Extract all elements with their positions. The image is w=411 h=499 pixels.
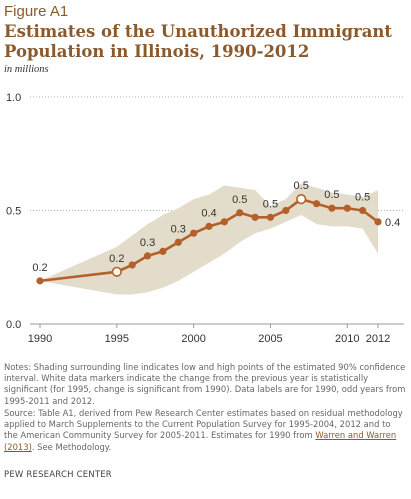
source-link[interactable]: Warren and Warren (2013) xyxy=(4,430,397,452)
data-label: 0.2 xyxy=(32,262,47,274)
data-label: 0.2 xyxy=(109,253,124,265)
chart-notes: Notes: Shading surrounding line indicate… xyxy=(4,362,406,406)
data-point xyxy=(190,229,198,237)
data-label: 0.5 xyxy=(232,194,247,206)
chart-title: Estimates of the Unauthorized Immigrant … xyxy=(4,22,393,61)
data-label: 0.5 xyxy=(324,189,339,201)
data-point xyxy=(143,252,152,260)
data-label: 0.5 xyxy=(294,180,309,192)
x-tick-label: 2000 xyxy=(181,333,205,345)
data-point xyxy=(312,200,321,208)
axis-layer: 0.0 0.5 1.0 1990 1995 2000 2005 2010 2012 xyxy=(6,92,404,345)
data-label: 0.4 xyxy=(201,207,216,219)
y-tick-label: 1.0 xyxy=(6,92,21,104)
source-text: Source: Table A1, derived from Pew Resea… xyxy=(4,408,403,441)
data-point-significant xyxy=(296,194,307,205)
source-text-end: . See Methodology. xyxy=(31,441,112,452)
data-label: 0.3 xyxy=(140,237,155,249)
data-point xyxy=(128,261,136,269)
data-point-layer xyxy=(36,194,382,285)
figure-label: Figure A1 xyxy=(4,3,69,20)
confidence-band-layer xyxy=(40,183,378,295)
data-label: 0.3 xyxy=(171,223,186,235)
data-point xyxy=(328,204,336,212)
data-point xyxy=(266,213,275,221)
data-label: 0.4 xyxy=(385,217,400,229)
data-point-significant xyxy=(111,266,122,277)
data-point xyxy=(205,222,213,230)
data-label-layer: 0.2 0.2 0.3 0.3 0.4 0.5 0.5 0.5 0.5 0.5 0.4 xyxy=(32,180,400,274)
x-tick-label: 2005 xyxy=(258,333,282,345)
chart-source: Source: Table A1, derived from Pew Resea… xyxy=(4,408,406,453)
x-tick-label: 1990 xyxy=(28,333,52,345)
data-point xyxy=(374,218,382,226)
chart-subtitle: in millions xyxy=(4,64,49,75)
data-point xyxy=(220,218,228,226)
data-point xyxy=(343,204,351,212)
y-tick-label: 0.0 xyxy=(6,319,21,331)
data-label: 0.5 xyxy=(355,192,370,204)
x-tick-label: 2010 xyxy=(335,333,359,345)
confidence-band xyxy=(40,183,378,295)
data-point xyxy=(159,247,167,255)
footer-credit: PEW RESEARCH CENTER xyxy=(4,470,112,480)
line-chart: 0.2 0.2 0.3 0.3 0.4 0.5 0.5 0.5 0.5 0.5 0.4 0.0 0.5… xyxy=(6,92,404,345)
data-point xyxy=(174,238,182,246)
x-tick-label: 2012 xyxy=(366,333,390,345)
data-point xyxy=(36,277,44,285)
x-tick-label: 1995 xyxy=(105,333,129,345)
data-label: 0.5 xyxy=(263,198,278,210)
data-point xyxy=(282,206,290,215)
data-point xyxy=(251,213,259,221)
data-point xyxy=(236,209,244,217)
data-point xyxy=(359,206,367,215)
y-tick-label: 0.5 xyxy=(6,206,21,218)
